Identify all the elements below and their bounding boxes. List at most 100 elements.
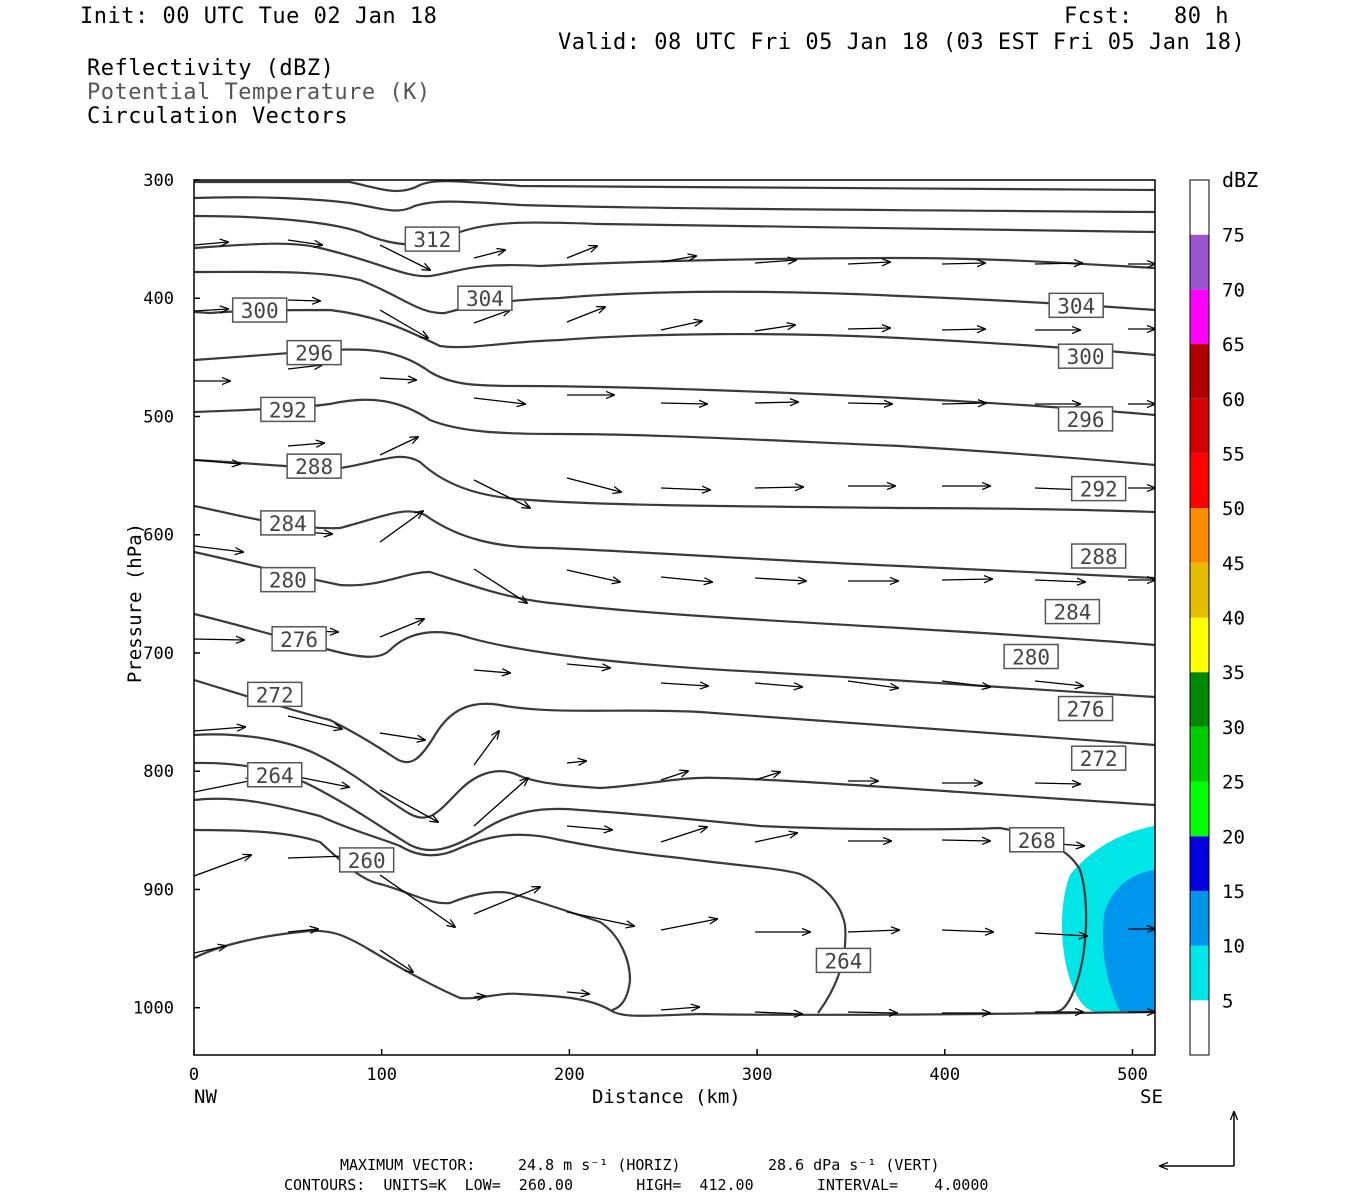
wind-vector [473,731,499,766]
wind-vector [754,833,797,843]
wind-vector [660,576,712,582]
colorbar-level-label: 65 [1222,334,1245,356]
wind-vector [941,930,993,932]
contour-label: 276 [1057,695,1114,722]
wind-vector [566,911,634,926]
contour-line [194,678,1155,764]
wind-vector [754,402,798,403]
contour-label: 272 [1070,745,1127,771]
wind-vector [379,244,430,270]
y-tick-label: 400 [143,289,174,309]
wind-vector [1034,263,1082,264]
x-tick-label: 0 [189,1065,199,1085]
colorbar-segment [1190,672,1209,727]
contour-value: 276 [1067,698,1105,722]
contour-value: 260 [348,849,386,873]
y-tick-label: 800 [143,762,174,782]
contour-value: 292 [269,398,307,422]
colorbar-level-label: 75 [1222,225,1245,247]
wind-vector [1034,580,1085,582]
wind-vector [473,670,510,673]
wind-vector [379,619,424,638]
contour-value: 300 [1067,345,1105,369]
contour-label: 284 [1044,598,1101,625]
contour-label: 312 [404,226,461,252]
wind-vector [194,855,251,877]
wind-vector [194,946,226,954]
x-tick-label: 100 [366,1065,397,1085]
wind-vector [754,683,802,687]
x-tick-label: 200 [554,1065,585,1085]
forecast-hour: Fcst: 80 h [1064,4,1229,29]
max-vector-label: MAXIMUM VECTOR: [340,1156,476,1174]
contour-value: 268 [1018,829,1056,853]
y-tick-label: 600 [143,526,174,546]
contour-value: 280 [269,569,307,593]
contour-label: 268 [1009,827,1065,853]
colorbar-level-label: 25 [1222,772,1245,794]
reference-vector-icon [1160,1112,1234,1166]
contour-label: 292 [1070,475,1127,502]
field-potential-temperature: Potential Temperature (K) [87,80,431,105]
wind-vector [194,545,243,552]
y-tick-label: 500 [143,407,174,427]
x-axis-left-end-label: NW [194,1086,217,1108]
wind-vector [660,827,707,843]
wind-vector [660,919,717,931]
colorbar-level-label: 15 [1222,881,1245,903]
contour-label: 264 [246,762,303,788]
reflectivity-shading [1061,826,1155,1012]
wind-vector [754,487,803,488]
colorbar-level-label: 70 [1222,279,1245,301]
contour-label: 264 [815,947,872,973]
wind-vector [566,569,620,582]
wind-vector [1034,933,1087,936]
wind-vector [1034,783,1080,784]
contour-label: 260 [338,847,395,873]
y-tick-label: 700 [143,644,174,664]
contour-label: 276 [271,626,327,652]
wind-vector [287,929,318,932]
colorbar-segment [1190,781,1209,837]
colorbar-segment [1190,508,1209,563]
colorbar: 5 10 15 20 25 30 35 40 45 50 55 60 65 70 75 [1189,179,1245,1056]
contour-label: 288 [286,453,342,479]
wind-vector [287,239,322,245]
contour-value: 296 [295,342,333,366]
colorbar-segment [1190,562,1209,618]
wind-vector [379,789,438,822]
wind-vector [1034,680,1083,686]
wind-vector [379,732,425,740]
contour-line [194,761,1088,1015]
theta-contours [194,180,1155,1017]
wind-vector [379,511,423,543]
colorbar-title: dBZ [1222,168,1259,192]
contour-value: 276 [280,628,318,652]
contour-value: 272 [1080,747,1118,771]
wind-vector [660,1007,699,1010]
wind-vector [660,256,696,263]
y-axis-title: Pressure (hPa) [124,522,146,684]
colorbar-segment [1190,617,1209,673]
wind-vector [287,443,324,446]
wind-vector [194,460,240,464]
wind-vector [660,488,710,490]
x-axis-title: Distance (km) [592,1086,741,1108]
wind-vector [287,715,342,729]
axes: 0 100 200 300 400 500 300 400 500 600 700 800 900 100… [133,171,1148,1085]
init-time: Init: 00 UTC Tue 02 Jan 18 [80,4,438,29]
contour-value: 288 [1080,545,1118,569]
wind-vector [566,992,589,994]
wind-vector [847,262,890,264]
contour-line [194,797,847,1014]
contour-line [194,929,1155,1017]
wind-vector [754,325,795,332]
wind-vector [566,307,605,323]
wind-vector [847,328,890,329]
contour-value: 284 [1053,601,1091,625]
wind-vector [566,826,612,830]
colorbar-segment [1190,180,1209,235]
wind-vector [194,727,245,731]
wind-vector [566,246,597,259]
field-circulation-vectors: Circulation Vectors [87,104,349,129]
